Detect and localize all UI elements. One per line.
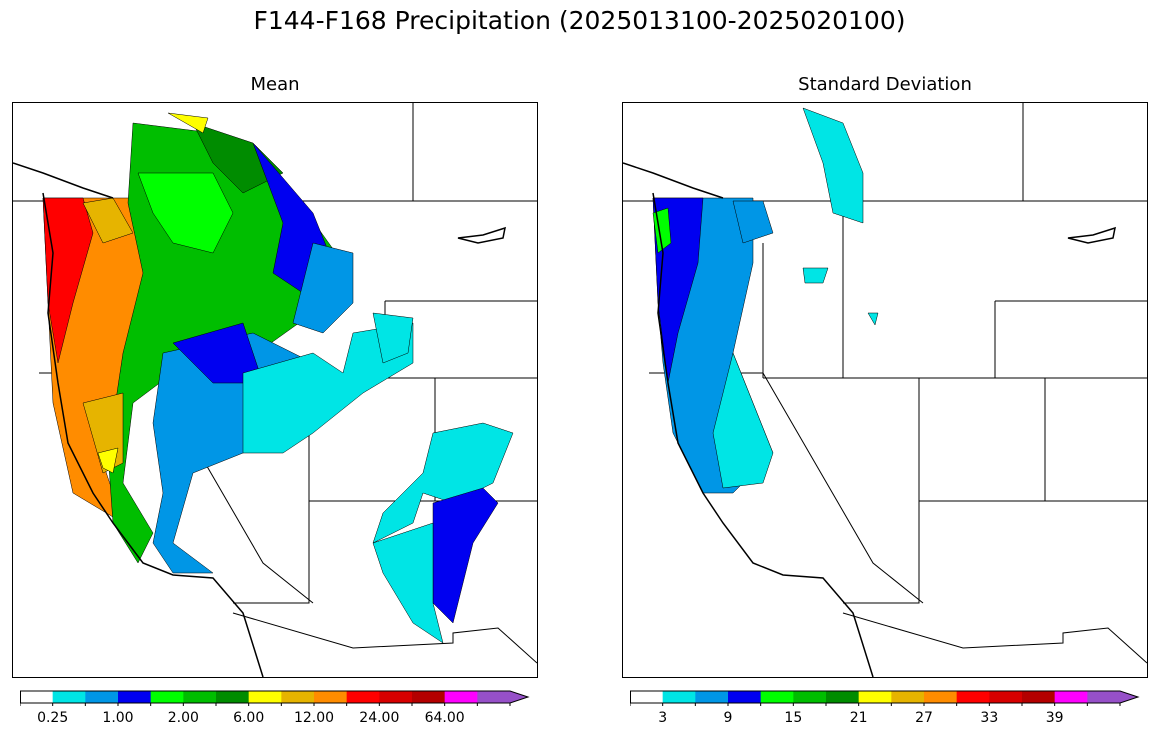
- std-colorbar-tick-label: 27: [915, 710, 933, 726]
- mean-colorbar-segment: [150, 691, 184, 703]
- mean-colorbar-segment: [281, 691, 315, 703]
- std-colorbar-tick-label: 21: [849, 710, 868, 726]
- mean-colorbar-segment: [183, 691, 217, 703]
- std-colorbar-tick-label: 3: [658, 710, 668, 726]
- mean-colorbar-tick-label: 0.25: [37, 710, 69, 726]
- mean-panel-title: Mean: [250, 74, 300, 95]
- mean-colorbar-segment: [379, 691, 413, 703]
- std-colorbar-segment: [1054, 691, 1088, 703]
- mean-colorbar-segment: [52, 691, 86, 703]
- mean-colorbar-segment: [444, 691, 478, 703]
- std-map-border-canada: [623, 162, 724, 199]
- mean-colorbar-segment: [20, 691, 54, 703]
- std-colorbar-segment: [989, 691, 1023, 703]
- std-map: [622, 102, 1148, 678]
- mean-colorbar-segment: [346, 691, 380, 703]
- mean-colorbar-tick-label: 64.00: [424, 710, 465, 726]
- mean-colorbar-segment: [216, 691, 250, 703]
- mean-map-lake-superior: [457, 226, 506, 244]
- figure-title: F144-F168 Precipitation (2025013100-2025…: [253, 6, 906, 35]
- mean-colorbar-segment: [477, 691, 528, 703]
- std-panel-title: Standard Deviation: [798, 74, 972, 95]
- mean-colorbar-segment: [248, 691, 282, 703]
- std-colorbar-segment: [793, 691, 827, 703]
- mean-colorbar-tick-label: 2.00: [167, 710, 199, 726]
- mean-colorbar-outline: [20, 690, 530, 704]
- std-colorbar-segment: [858, 691, 892, 703]
- std-map-lake-superior: [1067, 226, 1116, 244]
- std-colorbar-tick-label: 39: [1045, 710, 1064, 726]
- mean-colorbar: 0.25 1.00 2.00 6.00 12.00 24.00 64.00: [20, 690, 530, 730]
- std-colorbar-segment: [1087, 691, 1138, 703]
- std-colorbar-segment: [924, 691, 958, 703]
- mean-map-border-canada: [13, 162, 114, 199]
- std-map-coastline: [652, 192, 874, 677]
- std-colorbar-segment: [826, 691, 860, 703]
- std-colorbar-segment: [956, 691, 990, 703]
- mean-colorbar-tick-label: 6.00: [233, 710, 265, 726]
- std-colorbar-tick-label: 15: [784, 710, 803, 726]
- std-colorbar-outline: [630, 690, 1140, 704]
- mean-colorbar-segment: [118, 691, 152, 703]
- std-map-precip-fill: [652, 107, 879, 494]
- mean-colorbar-tick-label: 12.00: [293, 710, 335, 726]
- mean-colorbar-tick-label: 24.00: [359, 710, 400, 726]
- mean-colorbar-segment: [412, 691, 446, 703]
- mean-map-coastline: [42, 192, 264, 677]
- mean-map: [12, 102, 538, 678]
- mean-colorbar-tick-label: 1.00: [102, 710, 134, 726]
- std-colorbar-segment: [728, 691, 762, 703]
- std-colorbar-segment: [630, 691, 664, 703]
- std-colorbar-segment: [695, 691, 729, 703]
- mean-colorbar-segment: [85, 691, 119, 703]
- std-colorbar: 3 9 15 21 27 33 39: [630, 690, 1140, 730]
- std-colorbar-segment: [662, 691, 696, 703]
- std-colorbar-segment: [891, 691, 925, 703]
- mean-colorbar-segment: [314, 691, 348, 703]
- mean-map-precip-fill: [42, 112, 514, 644]
- std-colorbar-segment: [1022, 691, 1056, 703]
- std-colorbar-tick-label: 9: [723, 710, 733, 726]
- std-colorbar-tick-label: 33: [980, 710, 999, 726]
- std-colorbar-segment: [760, 691, 794, 703]
